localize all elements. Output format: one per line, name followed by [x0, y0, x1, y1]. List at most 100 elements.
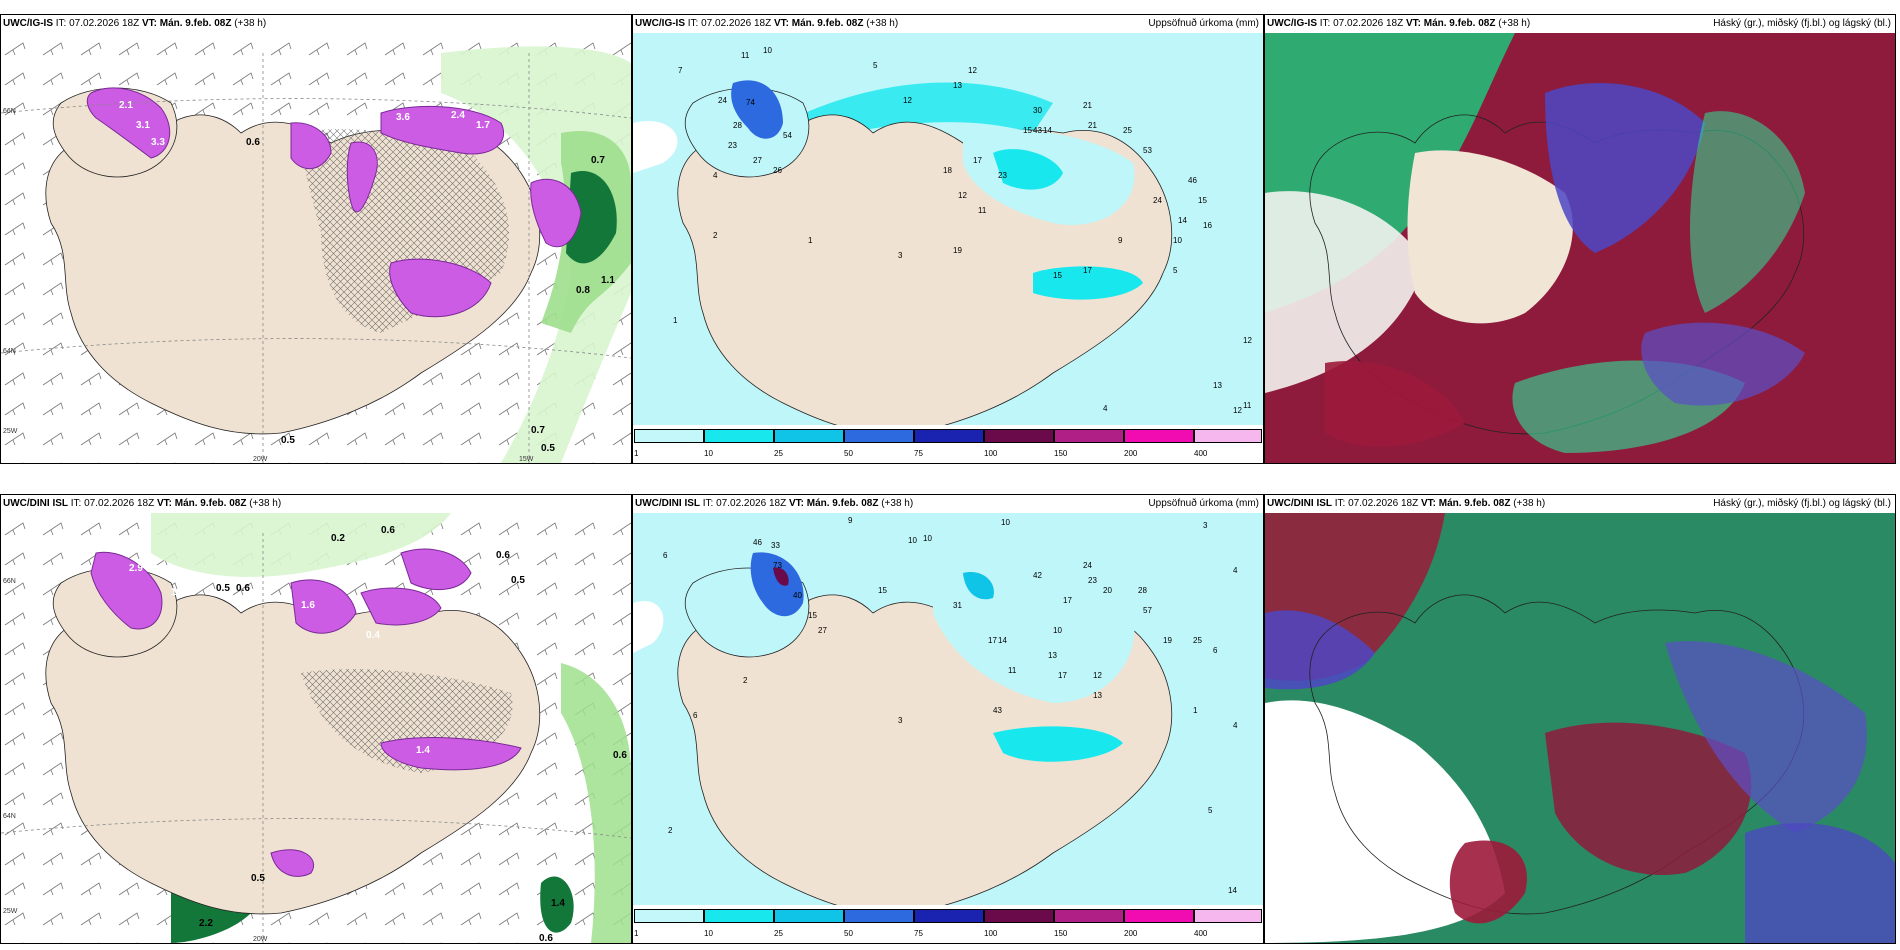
cloud-map: [1265, 33, 1895, 463]
precip-label: 19: [1163, 636, 1172, 645]
cloud-high-east: [1690, 111, 1805, 313]
colorbar-swatch: [1194, 909, 1262, 923]
colorbar-swatch: [704, 429, 774, 443]
precip-label: 28: [733, 121, 742, 130]
precip-label: 46: [1188, 176, 1197, 185]
precip-north-core: [963, 572, 994, 600]
snow-n2: [346, 141, 378, 213]
panel-ig-precip: UWC/IG-IS IT: 07.02.2026 18Z VT: Mán. 9.…: [632, 14, 1264, 464]
snow-label: 0.6: [381, 525, 395, 536]
precip-max-westfjords: [750, 552, 804, 617]
colorbar-tick: 25: [774, 449, 783, 458]
green-precip-north: [151, 513, 451, 577]
precip-label: 40: [793, 591, 802, 600]
snow-label: 1.6: [301, 600, 315, 611]
snow-nc: [290, 122, 332, 170]
precip-label: 17: [988, 636, 997, 645]
colorbar-swatch: [984, 429, 1054, 443]
precip-se-core: [993, 726, 1123, 762]
cloud-low-south: [1545, 722, 1752, 875]
lon-label: 20W: [253, 936, 268, 943]
precip-label: 73: [773, 561, 782, 570]
panel-ig-clouds: UWC/IG-IS IT: 07.02.2026 18Z VT: Mán. 9.…: [1264, 14, 1896, 464]
lat-label: 64N: [3, 813, 16, 820]
snow-label: 0.5: [541, 443, 555, 454]
precip-label: 2: [713, 231, 718, 240]
snow-westfjords: [86, 87, 171, 159]
precip-label: 15: [878, 586, 887, 595]
green-labels: 0.5 0.6 0.2 0.6 0.6 0.5 0.5 2.2 1.4 0.6 …: [199, 525, 627, 943]
wind-snow-map: 2.1 3.1 3.3 3.6 2.4 1.7 0.6 0.7 1.1 0.8 …: [1, 33, 631, 463]
snow-label: 3.3: [151, 137, 165, 148]
precip-label: 42: [1033, 571, 1042, 580]
snow-label: 0.5: [511, 575, 525, 586]
clear-sky-sw: [1265, 191, 1425, 393]
cloud-map-svg: [1265, 513, 1895, 943]
precip-label: 3: [898, 251, 903, 260]
precip-map-svg: 6 9 10 10 10 3 4 46 33 73 40 42 15 24 23…: [633, 513, 1263, 905]
precip-label: 10: [908, 536, 917, 545]
cloud-mid-se: [1745, 823, 1895, 943]
precip-label: 21: [1088, 121, 1097, 130]
colorbar-tick: 200: [1124, 449, 1138, 458]
precip-label: 74: [746, 98, 755, 107]
precip-label: 2: [743, 676, 748, 685]
precip-label: 24: [718, 96, 727, 105]
cloud-mid-east: [1665, 641, 1867, 833]
snow-label: 0.6: [539, 933, 553, 943]
precip-labels: 7 11 10 5 12 13 12 24 74 28 54 23 27 26 …: [673, 46, 1252, 415]
snow-label: 1.4: [551, 898, 565, 909]
precip-label: 17: [1063, 596, 1072, 605]
precip-label: 11: [978, 206, 987, 215]
precip-label: 1: [1193, 706, 1198, 715]
panel-header: UWC/IG-IS IT: 07.02.2026 18Z VT: Mán. 9.…: [633, 15, 1263, 33]
colorbar-tick: 200: [1124, 929, 1138, 938]
wind-snow-map-svg: 2.9 1.8 1.6 0.4 1.4 0.5 0.6 0.2 0.6 0.6 …: [1, 513, 631, 943]
snow-label: 1.7: [476, 120, 490, 131]
precip-label: 13: [953, 81, 962, 90]
lon-label: 20W: [253, 456, 268, 463]
precip-label: 9: [1118, 236, 1123, 245]
colorbar-tick: 150: [1054, 929, 1068, 938]
panel-header: UWC/DINI ISL IT: 07.02.2026 18Z VT: Mán.…: [633, 495, 1263, 513]
precip-label: 12: [1093, 671, 1102, 680]
precip-label: 5: [1173, 266, 1178, 275]
precip-map: 6 9 10 10 10 3 4 46 33 73 40 42 15 24 23…: [633, 513, 1263, 905]
precip-label: 14: [998, 636, 1007, 645]
snow-label: 0.6: [613, 750, 627, 761]
dry-area-west: [633, 121, 678, 173]
precip-label: 31: [953, 601, 962, 610]
precip-label: 10: [1053, 626, 1062, 635]
green-dark-core: [566, 171, 617, 264]
precip-label: 53: [1143, 146, 1152, 155]
cloud-map: [1265, 513, 1895, 943]
green-labels: 0.6 0.7 1.1 0.8 0.5 0.5 0.7: [246, 137, 615, 454]
colorbar-tick: 50: [844, 929, 853, 938]
precip-label: 13: [1048, 651, 1057, 660]
panel-title: Uppsöfnuð úrkoma (mm): [1148, 18, 1259, 29]
colorbar-tick: 1: [634, 449, 639, 458]
panel-dini-precip: UWC/DINI ISL IT: 07.02.2026 18Z VT: Mán.…: [632, 494, 1264, 944]
snow-south-central: [380, 737, 522, 771]
colorbar-swatch: [634, 429, 704, 443]
parallel-64n: [1, 338, 631, 359]
snow-label: 1.8: [171, 587, 185, 598]
precip-label: 30: [1033, 106, 1042, 115]
snow-label: 0.6: [246, 137, 260, 148]
colorbar-swatch: [774, 429, 844, 443]
precip-label: 43: [993, 706, 1002, 715]
cloud-mid-south: [1641, 322, 1805, 406]
precip-label: 25: [1193, 636, 1202, 645]
snow-label: 2.1: [119, 100, 133, 111]
precip-label: 10: [923, 534, 932, 543]
precip-label: 25: [1123, 126, 1132, 135]
snow-label: 0.6: [496, 550, 510, 561]
colorbar-tick: 25: [774, 929, 783, 938]
precip-label: 12: [1243, 336, 1252, 345]
colorbar-tick: 150: [1054, 449, 1068, 458]
precip-label: 4: [1233, 721, 1238, 730]
snow-depth-labels: 2.1 3.1 3.3 3.6 2.4 1.7: [119, 100, 490, 148]
snow-label: 2.4: [451, 110, 465, 121]
precip-label: 12: [903, 96, 912, 105]
precip-label: 11: [1243, 401, 1252, 410]
